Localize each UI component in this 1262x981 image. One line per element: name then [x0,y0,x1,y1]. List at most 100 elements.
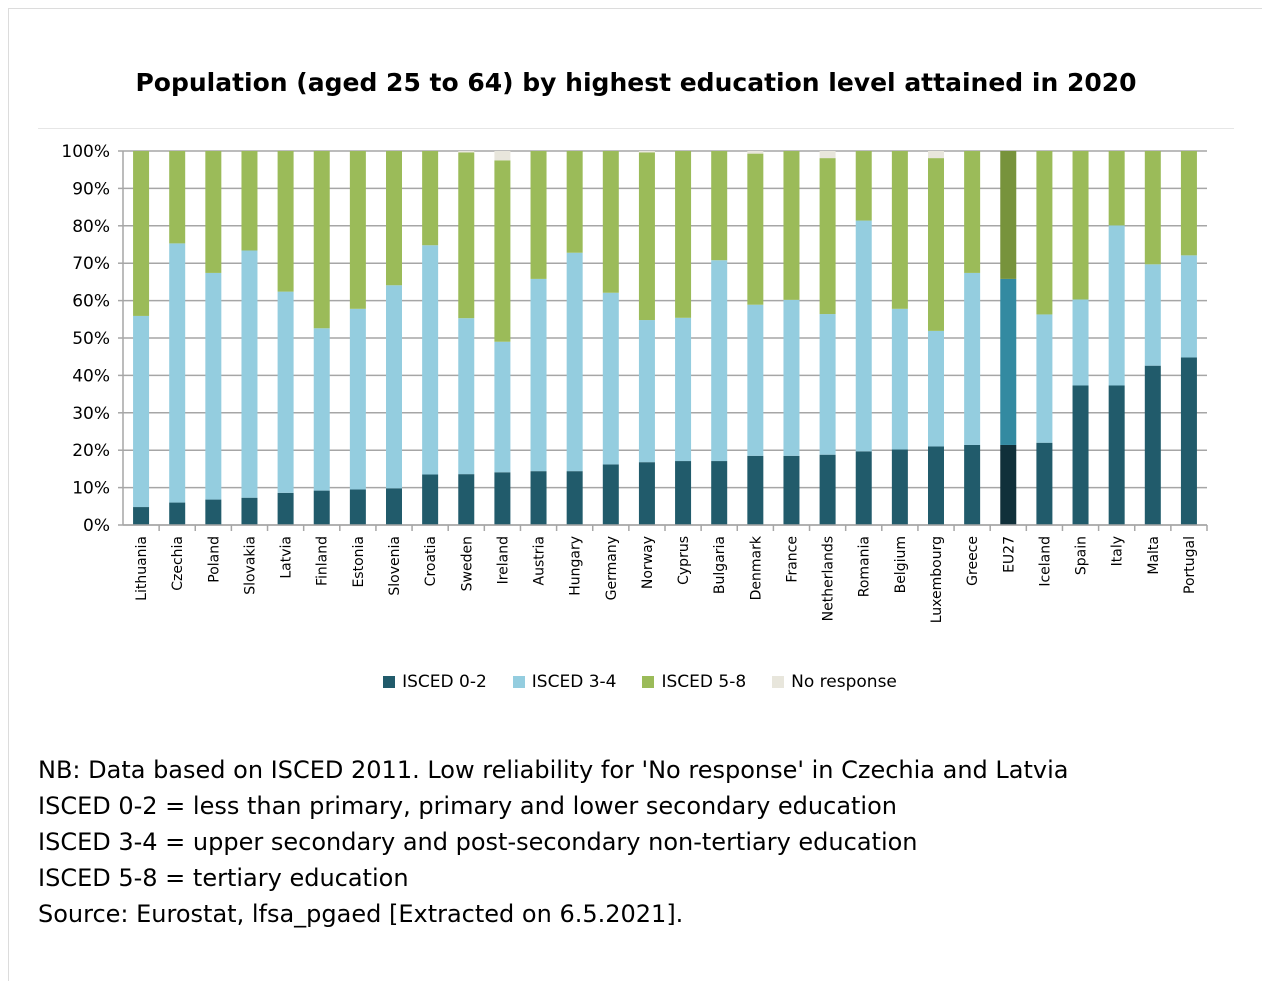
y-tick-label: 10% [72,479,110,499]
bar-segment [928,330,944,447]
chart-notes: NB: Data based on ISCED 2011. Low reliab… [38,752,1068,932]
note-line: ISCED 3-4 = upper secondary and post-sec… [38,828,918,856]
bar-segment [1180,151,1197,256]
bar-chart: 0% 10% 20% 30% 40% 50% 60% 70% 80% 90% 100% Lithuan… [61,142,1208,623]
bar-segment [783,299,800,456]
y-tick-label: 50% [72,329,110,349]
x-tick-label: Estonia [351,536,367,588]
x-tick-label: Malta [1146,536,1162,575]
bar-segment [1144,151,1161,265]
bar-segment [1108,151,1125,226]
legend-item: ISCED 5-8 [642,672,746,692]
bar-segment [386,285,402,489]
x-tick-label: Bulgaria [712,536,728,594]
y-tick-label: 0% [83,516,110,536]
bar-segment [133,315,150,508]
bar-segment [783,151,800,300]
bar-segment [277,151,294,292]
y-tick-label: 20% [72,441,110,461]
bar-segment [1036,151,1053,315]
legend-swatch [642,676,655,688]
bar-segment [638,152,655,321]
legend-item: ISCED 3-4 [512,672,617,692]
x-tick-label: Spain [1074,536,1090,575]
frame-top-border [8,8,1262,9]
bar-segment [1036,442,1053,525]
chart-title: Population (aged 25 to 64) by highest ed… [135,68,1137,97]
x-tick-label: Poland [206,536,222,583]
bar-segment [855,220,872,452]
bar-segment [458,474,475,525]
y-tick-label: 60% [72,292,110,312]
bar-segment [386,151,402,286]
legend-swatch [383,676,396,688]
bar-segment [928,446,944,525]
bar-segment [241,497,258,525]
bar-segment [349,308,366,490]
bar-segment [819,158,836,315]
bar-segment [964,272,981,445]
x-tick-label: Iceland [1037,536,1053,587]
chart-legend: ISCED 0-2 ISCED 3-4 ISCED 5-8 No response [0,672,1262,692]
bar-segment [928,158,944,331]
x-tick-label: Ireland [495,536,511,584]
bar-segment [241,250,258,498]
x-tick-label: Lithuania [134,536,150,601]
x-tick-label: Cyprus [676,536,692,585]
bar-segment [819,151,836,159]
bar-segment [638,320,655,463]
bar-segment [1108,385,1125,525]
bar-segment [313,328,330,491]
bar-segment [422,474,439,525]
legend-label: ISCED 3-4 [531,672,617,692]
bar-segment [205,499,222,525]
bar-segment [747,151,764,154]
frame-left-border [8,8,9,981]
x-tick-label: Luxembourg [929,536,945,623]
bar-segment [1000,444,1017,525]
bar-segment [1144,365,1161,525]
legend-label: No response [791,672,897,692]
bar-segment [205,151,222,273]
bar-segment [602,151,619,293]
x-tick-label: Latvia [279,536,295,579]
bar-segment [458,152,475,319]
bar-segment [1144,264,1161,366]
bar-segment [530,151,547,279]
x-tick-label: Hungary [568,536,584,596]
legend-label: ISCED 5-8 [661,672,747,692]
bar-segment [313,151,330,329]
bar-segment [891,449,908,525]
y-tick-label: 80% [72,217,110,237]
bar-segment [1036,314,1053,443]
bar-segment [422,245,439,475]
bar-segment [386,488,402,525]
bar-segment [277,492,294,525]
bar-segment [530,278,547,472]
bar-segment [458,151,475,153]
bar-segment [494,341,511,473]
bar-segment [1000,151,1017,279]
bar-segment [783,455,800,525]
legend-swatch [772,676,785,688]
bar-segment [133,507,150,525]
y-tick-label: 40% [72,366,110,386]
bar-segment [169,502,186,525]
bar-segment [458,318,475,475]
x-tick-label: Austria [532,536,548,585]
bar-segment [638,462,655,525]
bar-segment [675,461,692,525]
title-divider [38,128,1234,129]
y-tick-label: 100% [61,142,110,162]
x-tick-label: Czechia [170,536,186,591]
x-tick-label: Portugal [1182,536,1198,594]
bar-segment [747,304,764,456]
bar-segment [566,471,583,525]
note-line: NB: Data based on ISCED 2011. Low reliab… [38,756,1069,784]
note-line: ISCED 5-8 = tertiary education [38,864,409,892]
bar-segment [566,151,583,253]
bar-segment [928,151,944,159]
bar-segment [169,243,186,503]
bar-segment [819,454,836,525]
x-tick-label: Sweden [459,536,475,591]
